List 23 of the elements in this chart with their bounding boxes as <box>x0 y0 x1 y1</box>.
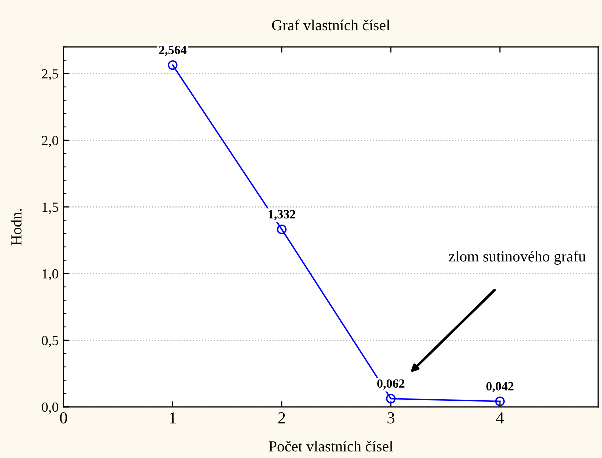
point <box>495 396 506 406</box>
x-tick-label: 3 <box>388 412 395 424</box>
y-axis-title: Hodn. <box>11 209 22 246</box>
data-label: 1,332 <box>268 210 296 221</box>
chart-title: Graf vlastních čísel <box>272 20 390 31</box>
data-label: 2,564 <box>159 46 187 56</box>
data-label: 0,062 <box>378 380 405 390</box>
y-tick-label: 0,0 <box>42 402 58 414</box>
x-tick-label: 4 <box>496 412 504 424</box>
x-tick-label: 0 <box>60 412 68 424</box>
y-tick-label: 1,5 <box>42 202 58 214</box>
annotation: zlom sutinového grafu <box>449 250 586 265</box>
x-axis-title: Počet vlastních čísel <box>269 441 394 452</box>
y-tick-label: 1,0 <box>42 269 58 281</box>
y-tick-label: 2,5 <box>42 69 58 81</box>
y-tick-label: 2,0 <box>42 136 58 148</box>
x-tick-label: 1 <box>170 412 176 424</box>
x-tick-label: 2 <box>278 412 286 424</box>
point <box>277 224 287 234</box>
data-label: 0,042 <box>486 382 514 392</box>
y-tick-label: 0,5 <box>42 336 58 348</box>
point <box>168 60 178 70</box>
point <box>386 394 396 404</box>
